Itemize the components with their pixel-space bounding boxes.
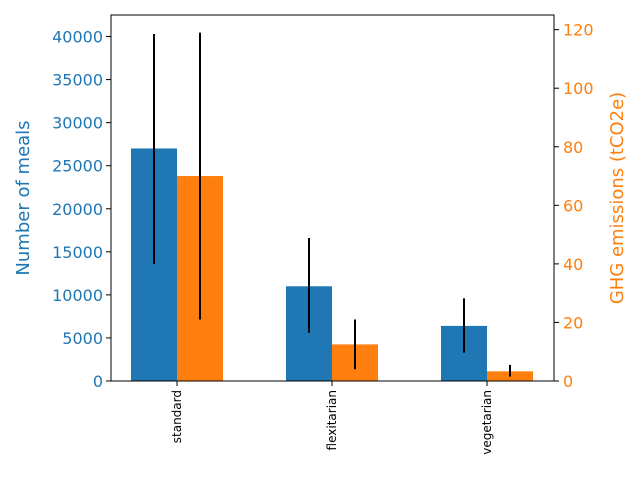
right-tick-label: 20 — [563, 313, 583, 332]
left-axis-label: Number of meals — [13, 120, 34, 275]
right-tick-label: 60 — [563, 196, 583, 215]
left-tick-label: 20000 — [52, 200, 103, 219]
x-tick-label: vegetarian — [480, 390, 494, 455]
left-tick-label: 40000 — [52, 28, 103, 47]
left-tick-label: 25000 — [52, 157, 103, 176]
left-tick-label: 15000 — [52, 243, 103, 262]
right-tick-label: 0 — [563, 372, 573, 391]
right-axis: 0 20 40 60 80 100 120 — [554, 21, 594, 391]
left-tick-label: 10000 — [52, 286, 103, 305]
bars-layer — [131, 148, 533, 381]
x-tick-label: standard — [170, 390, 184, 443]
x-axis: standard flexitarian vegetarian — [170, 381, 494, 455]
x-tick-label: flexitarian — [325, 390, 339, 450]
right-axis-label: GHG emissions (tCO2e) — [607, 92, 628, 304]
left-tick-label: 30000 — [52, 114, 103, 133]
left-tick-label: 35000 — [52, 71, 103, 90]
errorbars-layer — [153, 32, 511, 377]
left-tick-label: 5000 — [62, 329, 103, 348]
right-tick-label: 100 — [563, 79, 594, 98]
left-axis: 0 5000 10000 15000 20000 25000 30000 35000 40000 — [52, 28, 111, 391]
right-tick-label: 80 — [563, 138, 583, 157]
left-tick-label: 0 — [93, 372, 103, 391]
right-tick-label: 120 — [563, 21, 594, 40]
right-tick-label: 40 — [563, 255, 583, 274]
